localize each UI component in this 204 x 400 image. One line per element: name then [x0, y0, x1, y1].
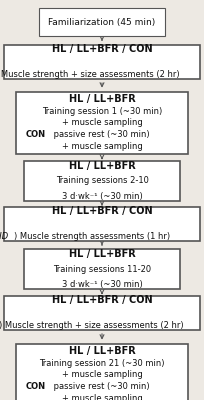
Text: + muscle sampling: + muscle sampling [62, 394, 142, 400]
FancyBboxPatch shape [4, 207, 200, 241]
Text: Familiarization (45 min): Familiarization (45 min) [48, 18, 156, 26]
Text: Training sessions 11-20: Training sessions 11-20 [53, 265, 151, 274]
FancyBboxPatch shape [39, 8, 165, 36]
FancyBboxPatch shape [24, 161, 180, 201]
Text: 3 d·wk⁻¹ (~30 min): 3 d·wk⁻¹ (~30 min) [62, 280, 142, 289]
Text: 3 d·wk⁻¹ (~30 min): 3 d·wk⁻¹ (~30 min) [62, 192, 142, 200]
Text: CON: CON [25, 382, 45, 391]
Text: HL / LL+BFR: HL / LL+BFR [69, 346, 135, 356]
Text: Training session 1 (~30 min): Training session 1 (~30 min) [42, 106, 162, 116]
FancyBboxPatch shape [4, 296, 200, 330]
Text: HL / LL+BFR / CON: HL / LL+BFR / CON [52, 206, 152, 216]
Text: passive rest (~30 min): passive rest (~30 min) [51, 382, 150, 391]
Text: HL / LL+BFR / CON: HL / LL+BFR / CON [52, 295, 152, 305]
Text: passive rest (~30 min): passive rest (~30 min) [51, 130, 150, 139]
Text: Training session 21 (~30 min): Training session 21 (~30 min) [39, 358, 165, 368]
FancyBboxPatch shape [16, 344, 188, 400]
Text: MID: MID [0, 232, 9, 242]
Text: Training sessions 2-10: Training sessions 2-10 [55, 176, 149, 185]
Text: + muscle sampling: + muscle sampling [62, 370, 142, 379]
Text: + muscle sampling: + muscle sampling [62, 142, 142, 151]
Text: ) Muscle strength + size assessments (2 hr): ) Muscle strength + size assessments (2 … [0, 70, 180, 80]
Text: HL / LL+BFR / CON: HL / LL+BFR / CON [52, 44, 152, 54]
Text: CON: CON [25, 130, 45, 139]
FancyBboxPatch shape [24, 249, 180, 289]
FancyBboxPatch shape [16, 92, 188, 154]
Text: HL / LL+BFR: HL / LL+BFR [69, 249, 135, 259]
Text: HL / LL+BFR: HL / LL+BFR [69, 160, 135, 170]
Text: + muscle sampling: + muscle sampling [62, 118, 142, 127]
FancyBboxPatch shape [4, 45, 200, 79]
Text: ) Muscle strength + size assessments (2 hr): ) Muscle strength + size assessments (2 … [0, 321, 184, 330]
Text: ) Muscle strength assessments (1 hr): ) Muscle strength assessments (1 hr) [14, 232, 170, 242]
Text: HL / LL+BFR: HL / LL+BFR [69, 94, 135, 104]
